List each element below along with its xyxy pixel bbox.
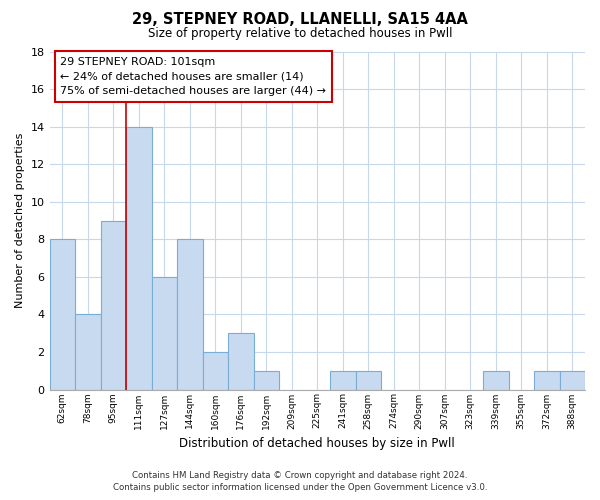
Bar: [126, 126, 152, 390]
Bar: [228, 333, 254, 390]
Bar: [101, 220, 126, 390]
Bar: [152, 277, 177, 390]
Bar: [203, 352, 228, 390]
Bar: [356, 370, 381, 390]
Text: Size of property relative to detached houses in Pwll: Size of property relative to detached ho…: [148, 28, 452, 40]
Bar: [534, 370, 560, 390]
Text: 29, STEPNEY ROAD, LLANELLI, SA15 4AA: 29, STEPNEY ROAD, LLANELLI, SA15 4AA: [132, 12, 468, 28]
Bar: [330, 370, 356, 390]
Bar: [560, 370, 585, 390]
Text: Contains HM Land Registry data © Crown copyright and database right 2024.
Contai: Contains HM Land Registry data © Crown c…: [113, 471, 487, 492]
Bar: [75, 314, 101, 390]
Bar: [177, 240, 203, 390]
Bar: [50, 240, 75, 390]
Y-axis label: Number of detached properties: Number of detached properties: [15, 133, 25, 308]
Bar: [254, 370, 279, 390]
Text: 29 STEPNEY ROAD: 101sqm
← 24% of detached houses are smaller (14)
75% of semi-de: 29 STEPNEY ROAD: 101sqm ← 24% of detache…: [60, 56, 326, 96]
Bar: [483, 370, 509, 390]
X-axis label: Distribution of detached houses by size in Pwll: Distribution of detached houses by size …: [179, 437, 455, 450]
